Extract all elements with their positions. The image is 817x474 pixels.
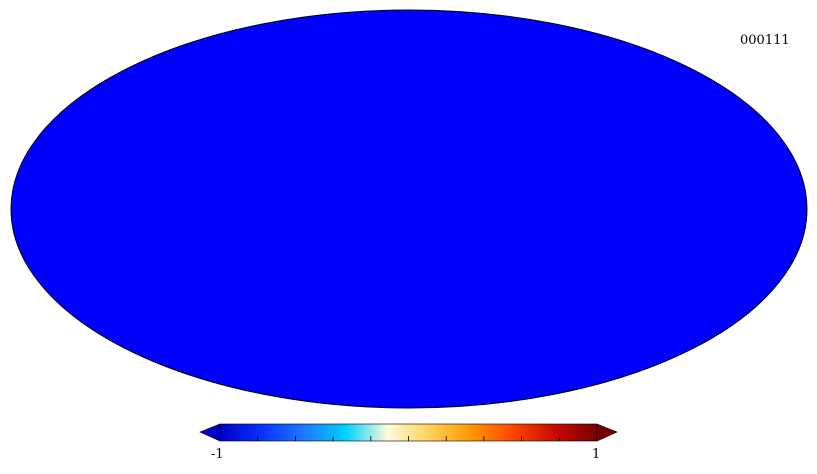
colorbar-ticks [257, 436, 560, 441]
colorbar-min-label: -1 [211, 447, 224, 462]
colorbar-min-extend [199, 423, 221, 442]
sky-map [11, 10, 807, 408]
colorbar-max-label: 1 [592, 447, 601, 462]
colorbar [199, 423, 618, 442]
map-outline [10, 9, 808, 409]
map-identifier-label: 000111 [740, 33, 790, 48]
colorbar-max-extend [596, 423, 618, 442]
